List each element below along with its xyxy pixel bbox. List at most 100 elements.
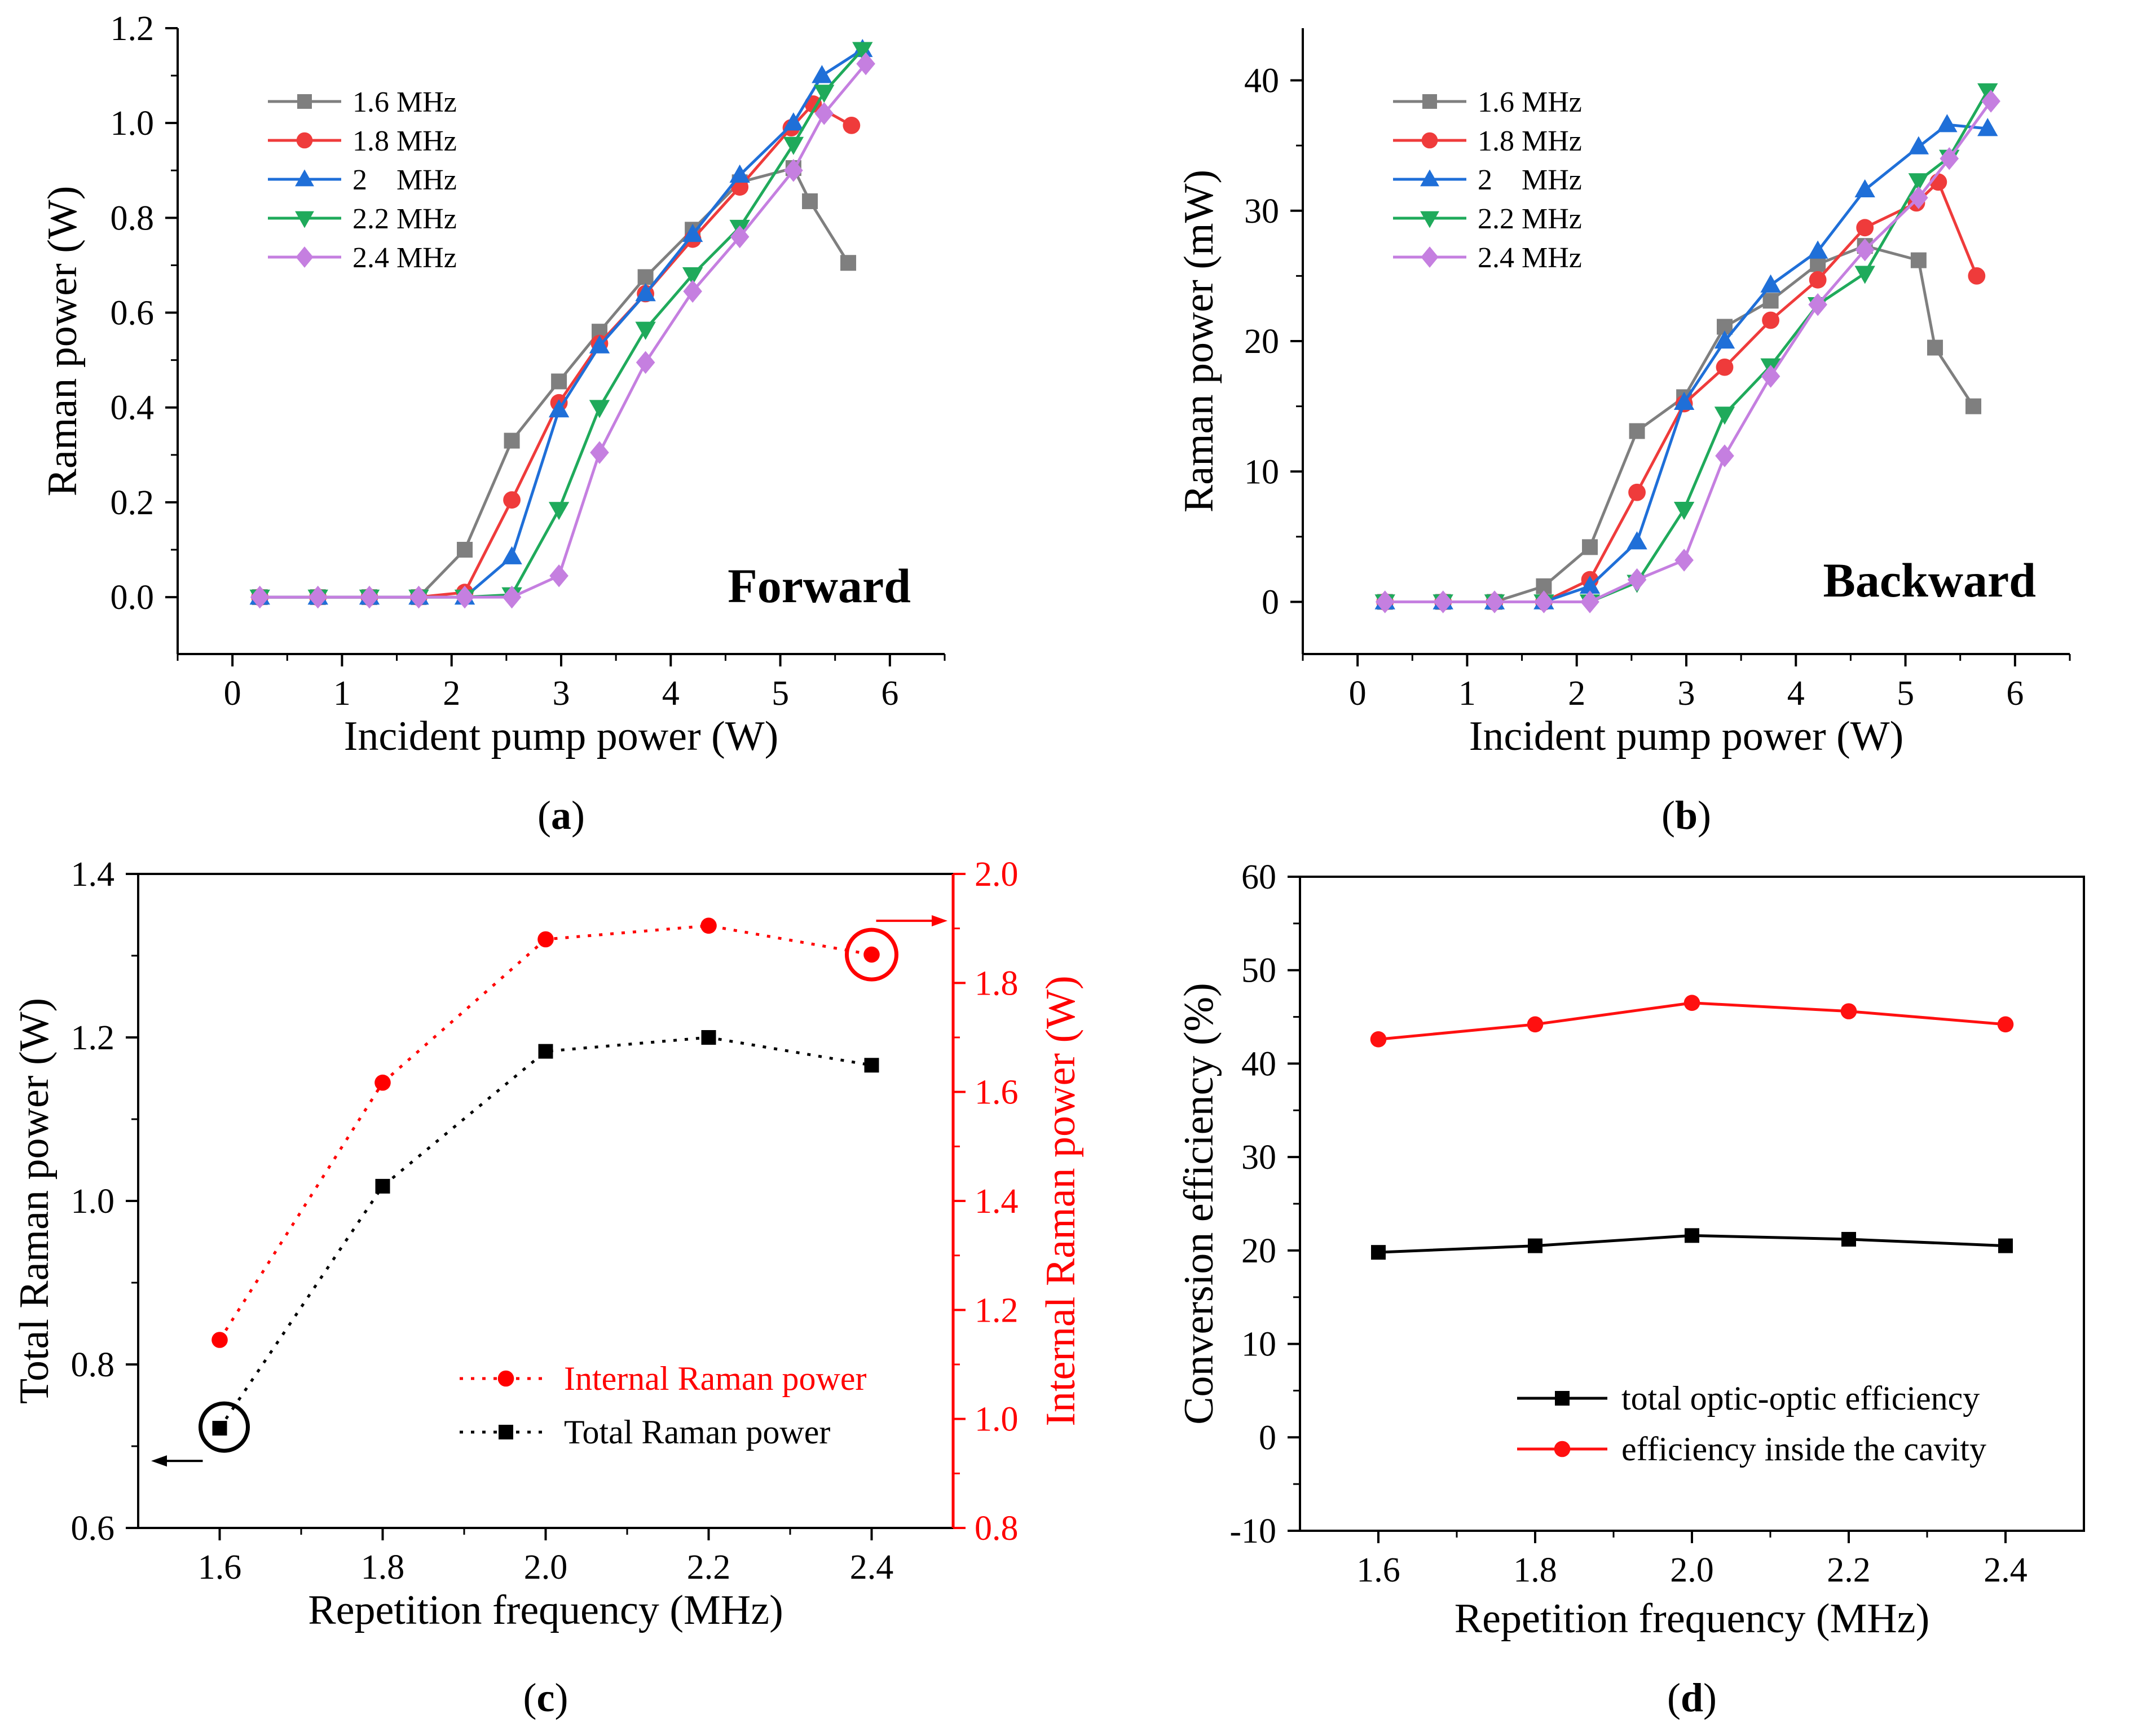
data-point <box>1673 391 1695 410</box>
series-black-d <box>1371 1228 2013 1260</box>
data-point <box>682 267 703 286</box>
data-point <box>1937 114 1958 132</box>
y-tick-label: 0.6 <box>111 294 155 333</box>
axes-d: 1.6 1.8 2.0 2.2 2.4 -10 0 10 20 30 40 50 60 <box>1229 858 2085 1589</box>
panel-label-letter: a <box>551 793 571 838</box>
x-tick-label: 0 <box>1349 674 1367 713</box>
x-tick-label: 6 <box>881 674 898 713</box>
y-right-tick-label: 1.0 <box>975 1401 1019 1439</box>
y-axis-label: Conversion efficiency (%) <box>1176 983 1222 1425</box>
x-tick-label: 4 <box>1787 674 1805 713</box>
data-point <box>840 255 857 271</box>
panel-b: 0 1 2 3 4 5 6 0 10 20 30 40 Incident pump power (W) R… <box>1176 28 2071 838</box>
data-point <box>852 42 873 60</box>
data-point <box>1940 147 1959 170</box>
legend-marker <box>297 94 312 109</box>
data-point <box>504 432 520 449</box>
data-point <box>1683 995 1700 1011</box>
series-f20-a <box>249 38 873 605</box>
right-axis-indicator-circle <box>845 927 898 982</box>
data-point <box>1927 339 1943 356</box>
y-tick-label: 0 <box>1259 1419 1276 1457</box>
data-point <box>589 400 610 418</box>
right-axis-indicator-arrowhead <box>932 915 947 927</box>
y-tick-label: 1.4 <box>71 855 115 894</box>
data-point <box>250 585 270 609</box>
legend-label: 2.4 MHz <box>1478 242 1582 274</box>
data-point <box>548 502 570 520</box>
y-tick-label: -10 <box>1229 1512 1276 1551</box>
data-point <box>814 85 835 103</box>
data-point <box>1998 1238 2013 1253</box>
axes-a: 0 1 2 3 4 5 6 0.0 0.2 0.4 0.6 0.8 1.0 1.2 <box>111 10 946 713</box>
y-tick-label: 20 <box>1244 323 1279 361</box>
x-tick-label: 2.0 <box>524 1548 568 1587</box>
panel-label: (b) <box>1661 793 1711 838</box>
data-point <box>409 585 429 609</box>
y-tick-label: 10 <box>1241 1326 1276 1364</box>
legend-marker <box>296 132 313 149</box>
legend-label: 2.2 MHz <box>352 203 457 235</box>
y-tick-label: 0.8 <box>71 1346 115 1384</box>
axes-c: 1.6 1.8 2.0 2.2 2.4 0.6 0.8 1.0 1.2 1.4 0.8 1.0 1.2 1… <box>71 855 1019 1587</box>
data-point <box>1762 311 1780 329</box>
y-axis-label: Raman power (mW) <box>1176 170 1222 513</box>
data-point <box>812 65 832 83</box>
data-point <box>1909 186 1928 209</box>
data-point <box>864 1058 879 1073</box>
panel-label-open: ( <box>537 793 551 838</box>
legend-label: 2.4 MHz <box>352 242 457 274</box>
x-tick-label: 1.6 <box>198 1548 242 1587</box>
data-point <box>1807 240 1828 259</box>
y-right-tick-label: 2.0 <box>975 855 1019 894</box>
legend-label: Total Raman power <box>564 1413 830 1451</box>
x-tick-label: 2 <box>1568 674 1585 713</box>
data-point <box>863 946 880 963</box>
data-point <box>635 283 656 302</box>
data-point <box>682 223 703 242</box>
data-point <box>1760 274 1781 293</box>
x-tick-label: 2.4 <box>1984 1551 2028 1589</box>
legend-label: 1.6 MHz <box>1478 86 1582 118</box>
legend: Internal Raman power Total Raman power <box>460 1360 866 1451</box>
x-tick-label: 1 <box>1458 674 1476 713</box>
data-point <box>1977 83 1998 101</box>
data-point <box>455 585 474 609</box>
y-axis-label-right: Internal Raman power (W) <box>1038 975 1084 1426</box>
legend-label: efficiency inside the cavity <box>1621 1430 1986 1468</box>
data-point <box>1534 590 1554 613</box>
direction-annotation: Forward <box>728 559 911 613</box>
data-point <box>1808 293 1827 316</box>
legend-marker <box>1421 132 1438 149</box>
data-point <box>1582 539 1598 555</box>
legend-marker <box>295 169 314 187</box>
y-right-tick-label: 1.6 <box>975 1074 1019 1112</box>
data-point <box>1627 531 1647 550</box>
y-tick-label: 1.0 <box>71 1182 115 1221</box>
axes-b: 0 1 2 3 4 5 6 0 10 20 30 40 <box>1244 28 2071 713</box>
x-tick-label: 1.8 <box>361 1548 405 1587</box>
data-point <box>1715 444 1734 467</box>
legend: total optic-optic efficiency efficiency i… <box>1517 1380 1986 1468</box>
data-point <box>1856 219 1874 237</box>
data-point <box>1854 266 1875 284</box>
panel-label-open: ( <box>1667 1675 1681 1720</box>
legend-marker <box>1555 1391 1570 1406</box>
y-tick-label: 40 <box>1244 62 1279 100</box>
legend-label: 2 MHz <box>352 164 457 196</box>
x-tick-label: 3 <box>553 674 570 713</box>
series-red_line-d <box>1370 995 2014 1048</box>
legend-label: 1.8 MHz <box>352 125 457 157</box>
x-tick-label: 2 <box>443 674 460 713</box>
data-point <box>1628 483 1646 501</box>
data-point <box>1997 1016 2014 1033</box>
data-point <box>1433 590 1453 613</box>
data-point <box>729 164 750 183</box>
data-point <box>783 112 804 131</box>
data-point <box>360 585 379 609</box>
data-point <box>701 1030 716 1045</box>
data-point <box>501 546 522 564</box>
legend-label: 2.2 MHz <box>1478 203 1582 235</box>
panel-label-letter: b <box>1675 793 1698 838</box>
